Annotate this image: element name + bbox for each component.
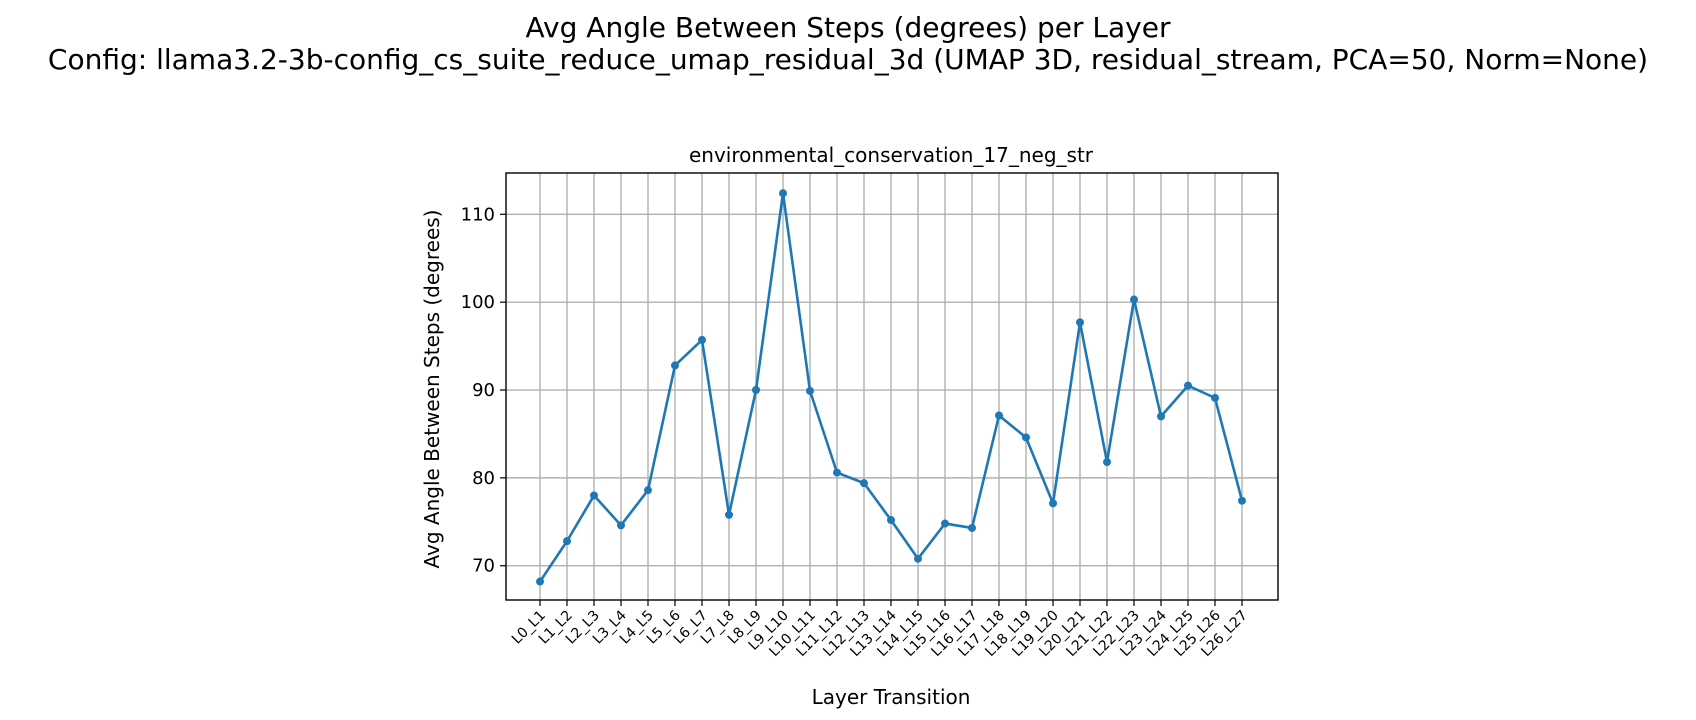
data-point <box>1076 318 1084 327</box>
data-point <box>1238 496 1246 505</box>
data-point <box>1157 412 1165 421</box>
data-point <box>590 491 598 500</box>
figure-subtitle: Config: llama3.2-3b-config_cs_suite_redu… <box>47 43 1649 76</box>
data-point <box>833 468 841 477</box>
y-tick-label: 90 <box>472 380 495 401</box>
y-tick-label: 110 <box>461 204 495 225</box>
data-point <box>1184 381 1192 390</box>
data-point <box>1211 393 1219 402</box>
data-point <box>698 335 706 344</box>
data-point <box>914 554 922 563</box>
data-point <box>779 189 787 198</box>
data-point <box>563 537 571 546</box>
grid-lines <box>506 173 1278 600</box>
x-axis-label: Layer Transition <box>812 685 971 709</box>
y-tick-label: 70 <box>472 556 495 577</box>
data-point <box>995 411 1003 420</box>
data-point <box>806 386 814 395</box>
axis-ticks: L0_L1L1_L2L2_L3L3_L4L4_L5L5_L6L6_L7L7_L8… <box>461 204 1251 660</box>
data-point <box>644 486 652 495</box>
data-point <box>1022 433 1030 442</box>
data-point <box>617 521 625 530</box>
data-point <box>1049 499 1057 508</box>
data-point <box>671 361 679 370</box>
data-point <box>860 479 868 488</box>
series-points <box>536 189 1246 586</box>
data-point <box>536 577 544 586</box>
data-point <box>968 523 976 532</box>
data-point <box>1130 295 1138 304</box>
data-point <box>887 516 895 525</box>
data-point <box>752 386 760 395</box>
data-point <box>1103 458 1111 467</box>
data-point <box>941 519 949 528</box>
chart-title: environmental_conservation_17_neg_str <box>689 143 1094 167</box>
plot-frame <box>505 172 1279 601</box>
y-axis-label: Avg Angle Between Steps (degrees) <box>420 210 444 569</box>
y-tick-label: 80 <box>472 468 495 489</box>
figure-title: Avg Angle Between Steps (degrees) per La… <box>525 11 1171 44</box>
y-tick-label: 100 <box>461 292 495 313</box>
data-point <box>725 510 733 519</box>
